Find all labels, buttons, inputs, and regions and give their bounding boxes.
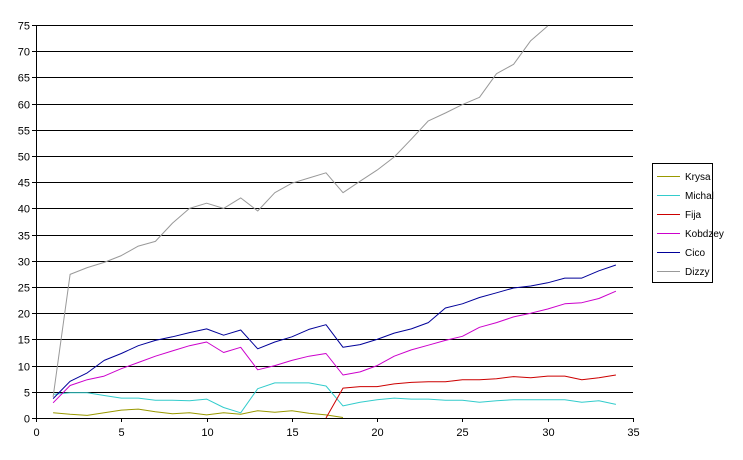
- series-line-kobdzey: [52, 290, 617, 404]
- y-tick-label: 75: [18, 21, 30, 33]
- y-tick-label: 5: [24, 388, 30, 400]
- y-tick-label: 10: [18, 362, 30, 374]
- tick-labels: 0 5 10 15 20 25 30 35 40 45 50 55 60 65 70 75 0 5 10 15 20 25…: [18, 21, 640, 440]
- y-tick-label: 50: [18, 152, 30, 164]
- x-tick-label: 25: [456, 427, 468, 439]
- series-line-fija: [325, 374, 616, 419]
- y-tick-label: 35: [18, 231, 30, 243]
- y-tick-label: 40: [18, 204, 30, 216]
- x-tick-label: 20: [371, 427, 383, 439]
- series-line-dizzy: [52, 25, 549, 398]
- x-tick-label: 30: [542, 427, 554, 439]
- x-tick-label: 10: [201, 427, 213, 439]
- y-tick-label: 15: [18, 335, 30, 347]
- legend-label-dizzy: Dizzy: [685, 267, 709, 278]
- y-tick-label: 60: [18, 100, 30, 112]
- y-tick-label: 55: [18, 126, 30, 138]
- legend-label-fija: Fija: [685, 210, 702, 221]
- legend: Krysa Michal Fija Kobdzey Cico Dizzy: [652, 163, 724, 283]
- legend-box: [652, 163, 713, 283]
- legend-label-cico: Cico: [685, 248, 705, 259]
- axes: [32, 25, 634, 422]
- gridlines: [36, 25, 633, 393]
- series-lines: [52, 25, 617, 419]
- series-line-cico: [52, 264, 617, 399]
- y-tick-label: 20: [18, 309, 30, 321]
- x-tick-label: 5: [118, 427, 124, 439]
- legend-label-krysa: Krysa: [685, 172, 711, 183]
- y-tick-label: 45: [18, 178, 30, 190]
- y-tick-label: 65: [18, 73, 30, 85]
- legend-label-kobdzey: Kobdzey: [685, 229, 724, 240]
- y-tick-label: 30: [18, 257, 30, 269]
- series-line-michal: [53, 382, 617, 414]
- x-tick-label: 15: [286, 427, 298, 439]
- y-tick-label: 70: [18, 47, 30, 59]
- series-line-krysa: [53, 408, 344, 418]
- x-tick-label: 0: [33, 427, 39, 439]
- y-tick-label: 25: [18, 283, 30, 295]
- y-tick-label: 0: [24, 414, 30, 426]
- x-tick-label: 35: [627, 427, 639, 439]
- legend-label-michal: Michal: [685, 191, 714, 202]
